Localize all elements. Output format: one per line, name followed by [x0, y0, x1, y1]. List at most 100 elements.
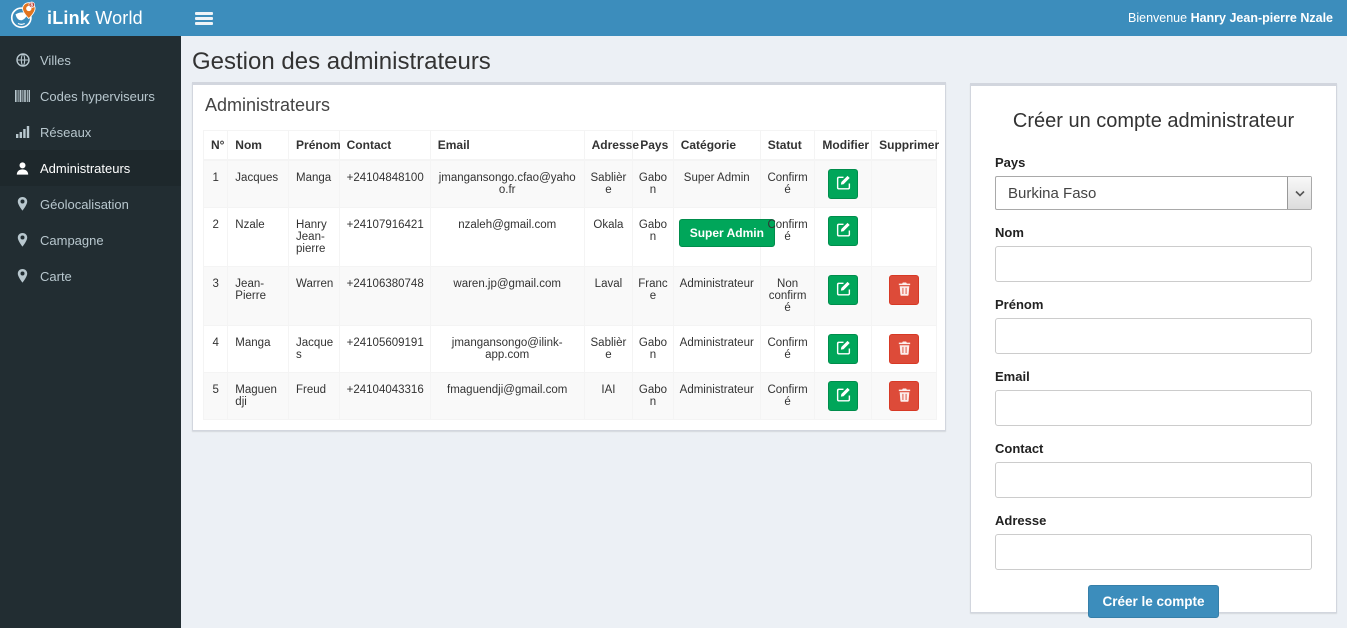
delete-button[interactable]	[889, 381, 920, 411]
cell-email: nzaleh@gmail.com	[429, 207, 585, 267]
adresse-label: Adresse	[995, 513, 1047, 528]
barcode-icon	[15, 90, 30, 102]
sidebar-item-villes[interactable]: Villes	[0, 42, 181, 78]
cell-modifier	[814, 325, 873, 373]
contact-field[interactable]	[995, 462, 1312, 498]
sidebar-item-label: Villes	[40, 52, 71, 68]
sidebar-item-label: Géolocalisation	[40, 196, 129, 212]
table-row: 4 Manga Jacques +24105609191 jmangansongo@il…	[202, 325, 937, 373]
user-icon	[15, 161, 30, 175]
contact-label: Contact	[995, 441, 1044, 456]
cell-categorie: Super Admin	[672, 159, 761, 208]
cell-pays: Gabon	[632, 325, 674, 373]
page-title: Gestion des administrateurs	[192, 48, 491, 75]
prenom-field[interactable]	[995, 318, 1312, 354]
cell-modifier	[814, 207, 873, 267]
sidebar-item-label: Codes hyperviseurs	[40, 88, 155, 104]
sidebar-item-campagne[interactable]: Campagne	[0, 222, 181, 258]
cell-email: jmangansongo.cfao@yahoo.fr	[429, 159, 585, 208]
sidebar-item-carte[interactable]: Carte	[0, 258, 181, 294]
delete-button[interactable]	[889, 275, 920, 305]
map-marker-icon	[15, 233, 30, 247]
cell-num: 2	[202, 207, 229, 267]
map-marker-icon	[15, 269, 30, 283]
signal-bars-icon	[15, 126, 30, 138]
administrators-table: N° Nom Prénom Contact Email Adresse Pays Catégo…	[202, 130, 939, 420]
cell-statut: Non confirmé	[759, 266, 816, 326]
edit-button[interactable]	[828, 381, 859, 411]
cell-pays: France	[632, 266, 674, 326]
edit-button[interactable]	[828, 334, 859, 364]
panel-title: Administrateurs	[205, 95, 331, 115]
cell-modifier	[814, 372, 873, 420]
app-title: iLink World	[47, 7, 143, 28]
table-row: 2 Nzale Hanry Jean-pierre +24107916421 nzale…	[202, 207, 937, 267]
column-header: Nom	[227, 130, 290, 161]
column-header: Adresse	[583, 130, 639, 161]
sidebar-item-administrateurs[interactable]: Administrateurs	[0, 150, 181, 186]
column-header: N°	[202, 130, 229, 161]
cell-adresse: Laval	[583, 266, 634, 326]
prenom-label: Prénom	[995, 297, 1044, 312]
sidebar: Villes Codes hyperviseurs Réseaux Admini…	[0, 36, 181, 628]
sidebar-toggle-icon[interactable]	[195, 11, 213, 25]
cell-num: 1	[202, 159, 229, 208]
edit-button[interactable]	[828, 216, 859, 246]
adresse-field[interactable]	[995, 534, 1312, 570]
cell-modifier	[814, 266, 873, 326]
email-field[interactable]	[995, 390, 1312, 426]
cell-adresse: Sablière	[583, 159, 634, 208]
nom-label: Nom	[995, 225, 1024, 240]
ilink-globe-pin-logo-icon: $	[8, 1, 38, 36]
pays-label: Pays	[995, 155, 1026, 170]
cell-adresse: IAI	[583, 372, 634, 420]
cell-contact: +24104848100	[338, 159, 431, 208]
administrators-panel: Administrateurs N° Nom Prénom Contact Email A…	[192, 82, 946, 431]
trash-icon	[898, 388, 911, 405]
sidebar-item-reseaux[interactable]: Réseaux	[0, 114, 181, 150]
email-label: Email	[995, 369, 1030, 384]
delete-button[interactable]	[889, 334, 920, 364]
nom-field[interactable]	[995, 246, 1312, 282]
cell-nom: Nzale	[227, 207, 290, 267]
cell-supprimer	[871, 159, 937, 208]
cell-prenom: Hanry Jean-pierre	[288, 207, 340, 267]
column-header: Pays	[632, 130, 674, 161]
sidebar-item-label: Réseaux	[40, 124, 92, 140]
cell-categorie: Super Admin	[672, 207, 775, 267]
form-title: Créer un compte administrateur	[1012, 110, 1295, 132]
cell-pays: Gabon	[632, 207, 674, 267]
column-header: Contact	[338, 130, 431, 161]
table-row: 3 Jean-Pierre Warren +24106380748 waren.jp@g…	[202, 266, 937, 326]
brand[interactable]: $ iLink World	[0, 0, 181, 36]
globe-icon	[15, 53, 30, 67]
sidebar-item-label: Campagne	[40, 232, 104, 248]
edit-button[interactable]	[828, 169, 859, 199]
pays-select[interactable]: Burkina Faso	[995, 176, 1312, 210]
cell-supprimer	[871, 207, 937, 267]
sidebar-item-geolocalisation[interactable]: Géolocalisation	[0, 186, 181, 222]
column-header: Email	[429, 130, 585, 161]
sidebar-item-codes-hyperviseurs[interactable]: Codes hyperviseurs	[0, 78, 181, 114]
cell-email: waren.jp@gmail.com	[429, 266, 585, 326]
cell-pays: Gabon	[632, 159, 674, 208]
cell-supprimer	[871, 325, 937, 373]
top-navbar: $ iLink World Bienvenue Hanry Jean-pierr…	[0, 0, 1347, 36]
table-row: 1 Jacques Manga +24104848100 jmangansongo.cf…	[202, 159, 937, 208]
cell-nom: Maguendji	[227, 372, 290, 420]
cell-categorie: Administrateur	[672, 372, 761, 420]
selected-country-value: Burkina Faso	[1008, 184, 1097, 202]
sidebar-item-label: Carte	[40, 268, 72, 284]
create-account-button[interactable]: Créer le compte	[1088, 585, 1219, 618]
cell-nom: Jacques	[227, 159, 290, 208]
super-admin-badge[interactable]: Super Admin	[678, 219, 775, 247]
edit-button[interactable]	[828, 275, 859, 305]
trash-icon	[898, 282, 911, 299]
trash-icon	[898, 341, 911, 358]
table-row: 5 Maguendji Freud +24104043316 fmaguendji@gm…	[202, 372, 937, 420]
cell-num: 4	[202, 325, 229, 373]
edit-pencil-icon	[836, 387, 851, 405]
map-marker-icon	[15, 197, 30, 211]
column-header: Modifier	[814, 130, 873, 161]
cell-statut: Confirmé	[759, 325, 816, 373]
